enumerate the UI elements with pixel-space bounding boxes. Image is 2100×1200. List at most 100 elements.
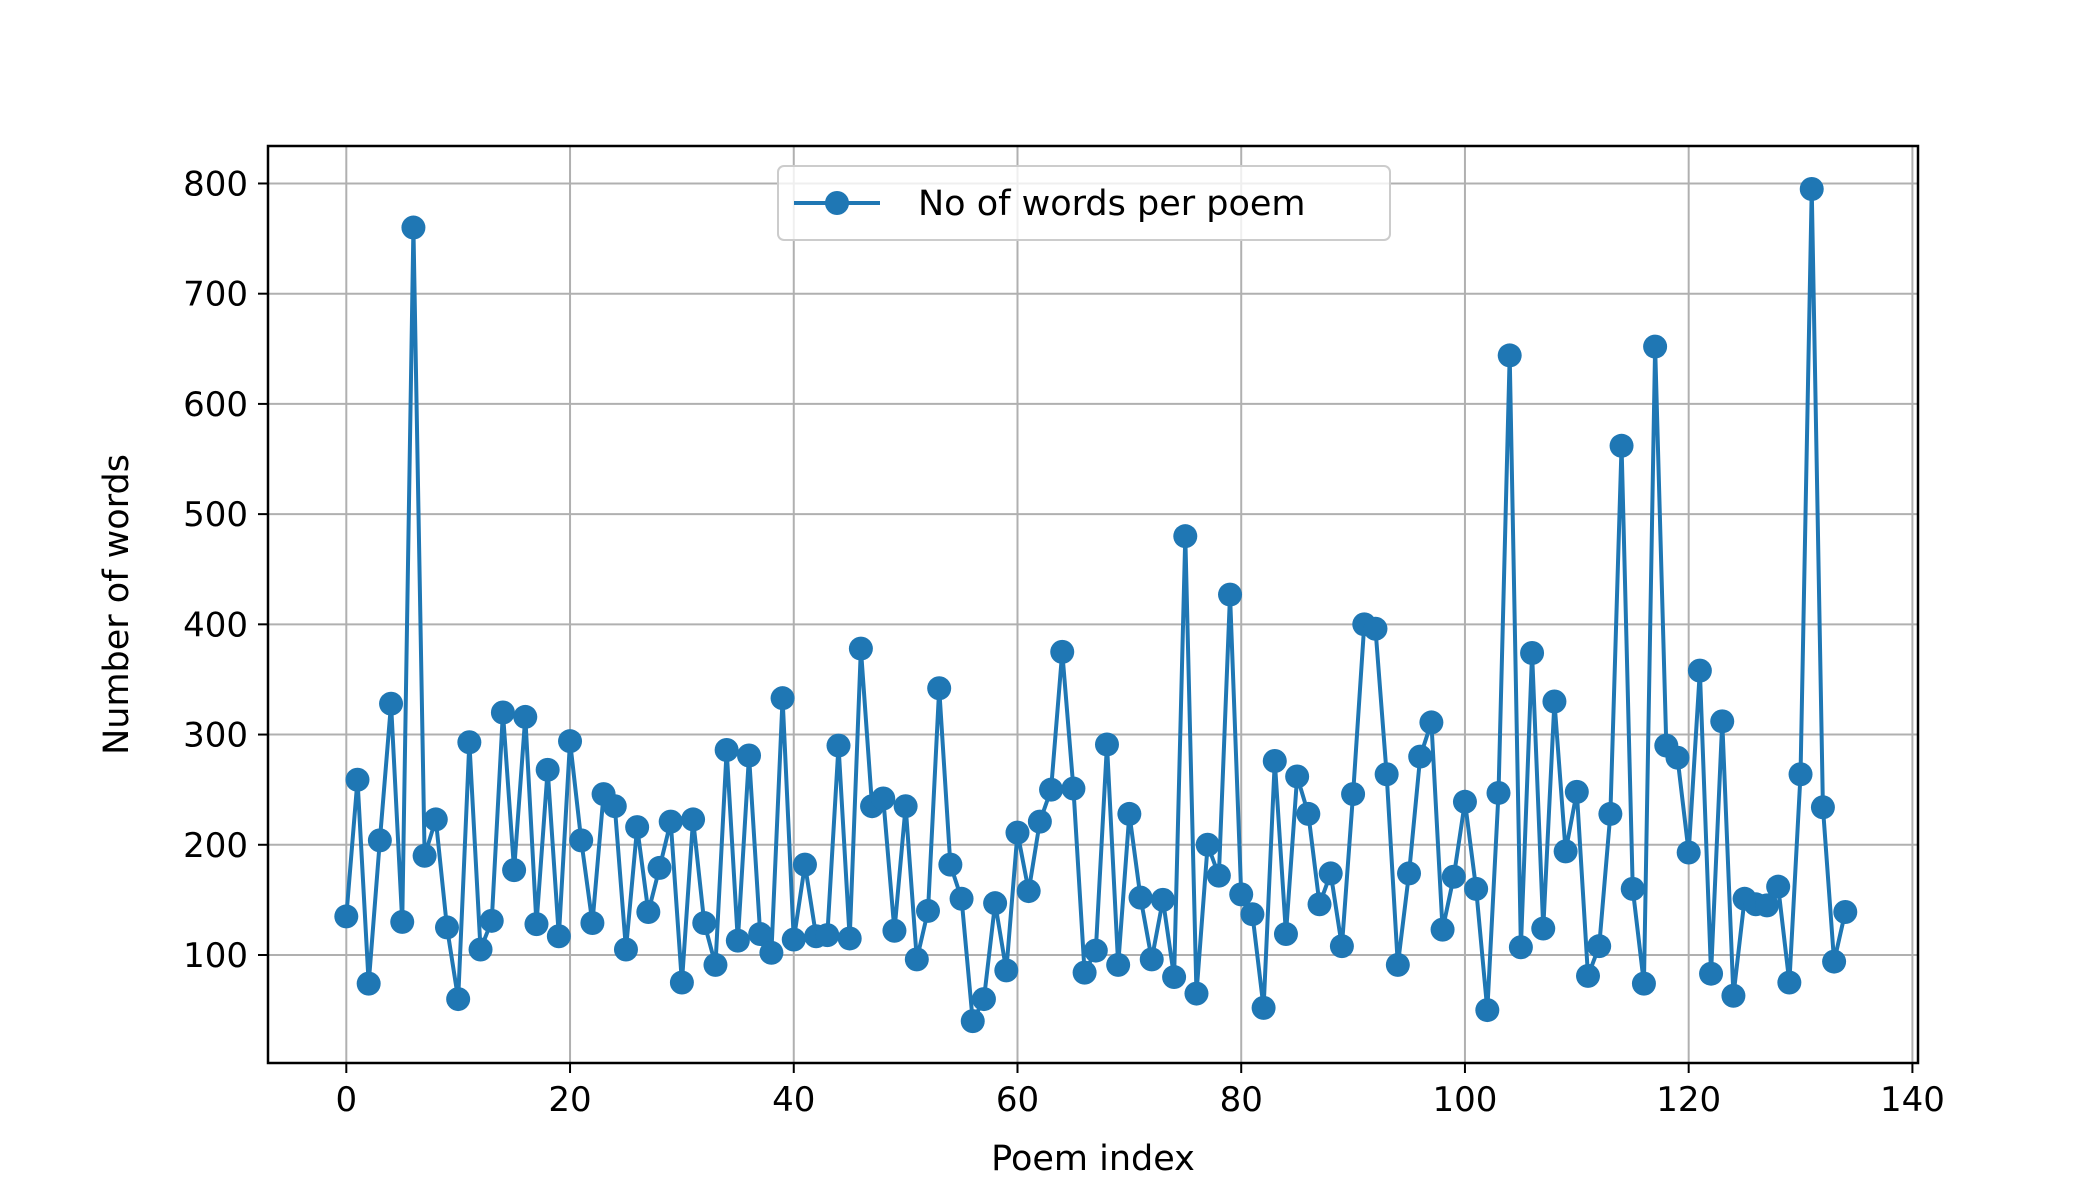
- data-point: [356, 971, 381, 996]
- data-point: [1542, 689, 1567, 714]
- data-point: [1005, 820, 1030, 845]
- data-point: [1833, 900, 1858, 925]
- data-point: [1587, 934, 1612, 959]
- legend-box: [777, 165, 1391, 241]
- data-point: [1117, 801, 1142, 826]
- y-tick-label: 200: [183, 826, 248, 866]
- data-point: [1721, 983, 1746, 1008]
- data-point: [1754, 893, 1779, 918]
- data-point: [1050, 639, 1075, 664]
- data-point: [658, 809, 683, 834]
- data-point: [904, 947, 929, 972]
- data-point: [1139, 947, 1164, 972]
- x-tick-label: 20: [548, 1080, 591, 1120]
- data-point: [1475, 998, 1500, 1023]
- data-point: [1553, 839, 1578, 864]
- data-point: [1218, 582, 1243, 607]
- data-point: [893, 794, 918, 819]
- data-point: [681, 807, 706, 832]
- data-point: [938, 852, 963, 877]
- data-point: [345, 767, 370, 792]
- data-point: [1374, 762, 1399, 787]
- data-point: [1039, 777, 1064, 802]
- data-point: [1777, 970, 1802, 995]
- x-tick-label: 140: [1880, 1080, 1945, 1120]
- data-point: [379, 691, 404, 716]
- data-point: [792, 852, 817, 877]
- data-point: [490, 700, 515, 725]
- data-point: [446, 987, 471, 1012]
- data-point: [927, 676, 952, 701]
- data-point: [1397, 861, 1422, 886]
- data-point: [848, 636, 873, 661]
- data-point: [423, 807, 448, 832]
- data-point: [1061, 776, 1086, 801]
- data-point: [1531, 916, 1556, 941]
- data-point: [479, 908, 504, 933]
- data-point: [1072, 960, 1097, 985]
- data-point: [1106, 952, 1131, 977]
- data-point: [1419, 710, 1444, 735]
- data-point: [1687, 658, 1712, 683]
- data-point: [1206, 863, 1231, 888]
- data-point: [524, 912, 549, 937]
- data-point: [1083, 938, 1108, 963]
- data-point: [636, 900, 661, 925]
- x-axis-label: Poem index: [991, 1139, 1195, 1179]
- legend-marker-swatch: [825, 191, 849, 215]
- data-point: [1564, 779, 1589, 804]
- data-point: [1408, 744, 1433, 769]
- data-point: [602, 794, 627, 819]
- data-point: [781, 927, 806, 952]
- data-point: [412, 843, 437, 868]
- data-point: [837, 926, 862, 951]
- data-point: [1631, 971, 1656, 996]
- data-point: [502, 858, 527, 883]
- data-point: [434, 915, 459, 940]
- data-point: [960, 1009, 985, 1034]
- data-point: [1643, 334, 1668, 359]
- data-point: [994, 958, 1019, 983]
- data-point: [1520, 640, 1545, 665]
- data-point: [1766, 874, 1791, 899]
- x-tick-label: 80: [1220, 1080, 1263, 1120]
- data-point: [1307, 892, 1332, 917]
- y-tick-label: 300: [183, 716, 248, 756]
- data-point: [546, 924, 571, 949]
- data-point: [1676, 840, 1701, 865]
- data-series: [334, 176, 1858, 1034]
- y-tick-label: 100: [183, 936, 248, 976]
- data-point: [1385, 952, 1410, 977]
- grid-lines: [268, 146, 1918, 1063]
- data-point: [1329, 934, 1354, 959]
- data-point: [1094, 732, 1119, 757]
- axis-ticks: 0 20 40 60 80 100 120 140 100 200 300 400 500 600 700 8…: [183, 164, 1945, 1120]
- data-point: [1620, 876, 1645, 901]
- y-axis-label: Number of words: [97, 454, 137, 755]
- y-tick-label: 500: [183, 495, 248, 535]
- data-point: [1452, 789, 1477, 814]
- data-point: [1486, 780, 1511, 805]
- data-point: [1497, 343, 1522, 368]
- data-point: [748, 922, 773, 947]
- data-point: [1464, 876, 1489, 901]
- data-point: [625, 815, 650, 840]
- data-point: [1285, 764, 1310, 789]
- data-point: [1430, 917, 1455, 942]
- y-tick-label: 700: [183, 275, 248, 315]
- legend: No of words per poem: [777, 165, 1391, 241]
- data-point: [1665, 745, 1690, 770]
- data-point: [826, 733, 851, 758]
- x-tick-label: 0: [335, 1080, 357, 1120]
- data-point: [1262, 749, 1287, 774]
- data-point: [983, 891, 1008, 916]
- data-point: [1229, 882, 1254, 907]
- data-point: [1699, 961, 1724, 986]
- data-point: [971, 987, 996, 1012]
- data-point: [1251, 995, 1276, 1020]
- x-tick-label: 100: [1432, 1080, 1497, 1120]
- data-point: [1363, 616, 1388, 641]
- data-point: [1128, 885, 1153, 910]
- data-point: [1576, 963, 1600, 988]
